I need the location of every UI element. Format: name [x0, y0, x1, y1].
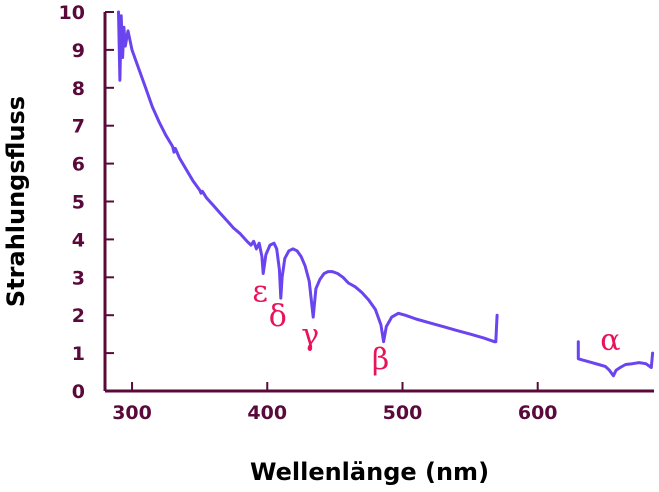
y-tick-label: 4: [72, 229, 85, 251]
y-tick-label: 9: [72, 40, 85, 62]
x-tick-label: 500: [383, 402, 423, 424]
x-tick-label: 600: [518, 402, 558, 424]
y-tick-label: 1: [72, 343, 85, 365]
line-label: β: [372, 343, 389, 378]
spectrum-line: [117, 10, 499, 344]
x-axis-title: Wellenlänge (nm): [250, 458, 489, 486]
x-tick-label: 400: [247, 402, 287, 424]
y-tick-label: 0: [72, 381, 85, 403]
line-label: ε: [252, 275, 268, 310]
y-tick-label: 5: [72, 192, 85, 214]
x-axis-ticks: 300 400 500 600: [112, 382, 558, 424]
x-tick-label: 300: [112, 402, 152, 424]
y-tick-label: 8: [72, 78, 85, 100]
spectrum-series: [117, 10, 655, 378]
spectrum-line: [576, 340, 655, 378]
line-annotations: εδγ β α: [252, 275, 620, 378]
line-label: α: [600, 323, 620, 358]
y-axis-title: Strahlungsfluss: [2, 96, 30, 307]
y-tick-label: 6: [72, 154, 85, 176]
y-tick-label: 7: [72, 116, 85, 138]
line-label: δ: [269, 299, 287, 334]
line-label: γ: [301, 318, 319, 353]
y-tick-label: 2: [72, 305, 85, 327]
y-tick-label: 10: [59, 2, 85, 24]
y-tick-label: 3: [72, 267, 85, 289]
